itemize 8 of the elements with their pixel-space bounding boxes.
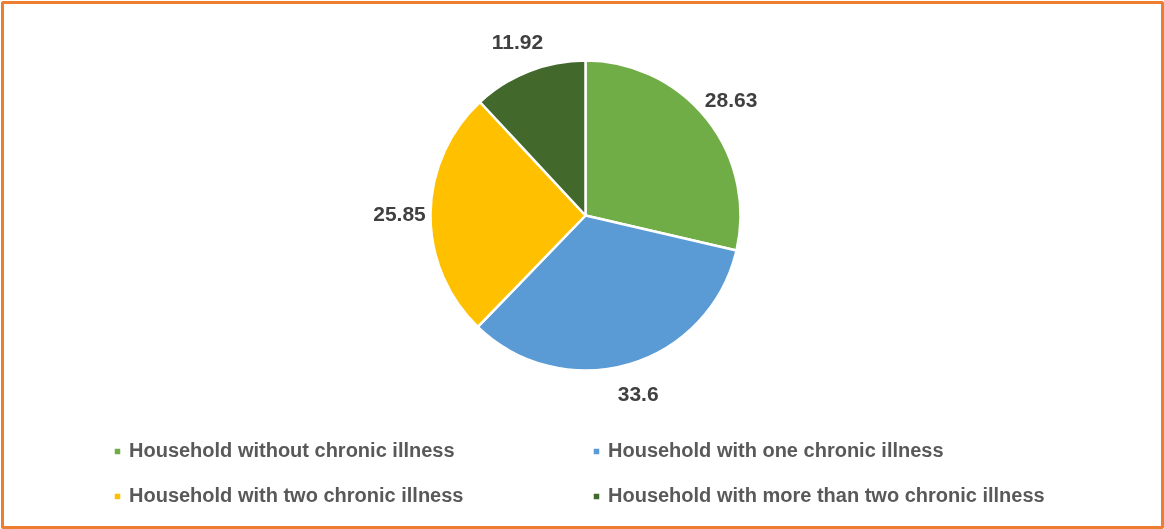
data-label: 11.92	[491, 30, 544, 54]
data-label: 25.85	[373, 201, 427, 225]
legend-label: Household without chronic illness	[129, 439, 456, 462]
legend-label: Household with more than two chronic illness	[608, 484, 1046, 507]
legend-label: Household with one chronic illness	[608, 439, 945, 462]
data-label: 28.63	[704, 87, 758, 111]
data-label: 33.6	[617, 381, 659, 405]
legend-label: Household with two chronic illness	[129, 484, 465, 507]
